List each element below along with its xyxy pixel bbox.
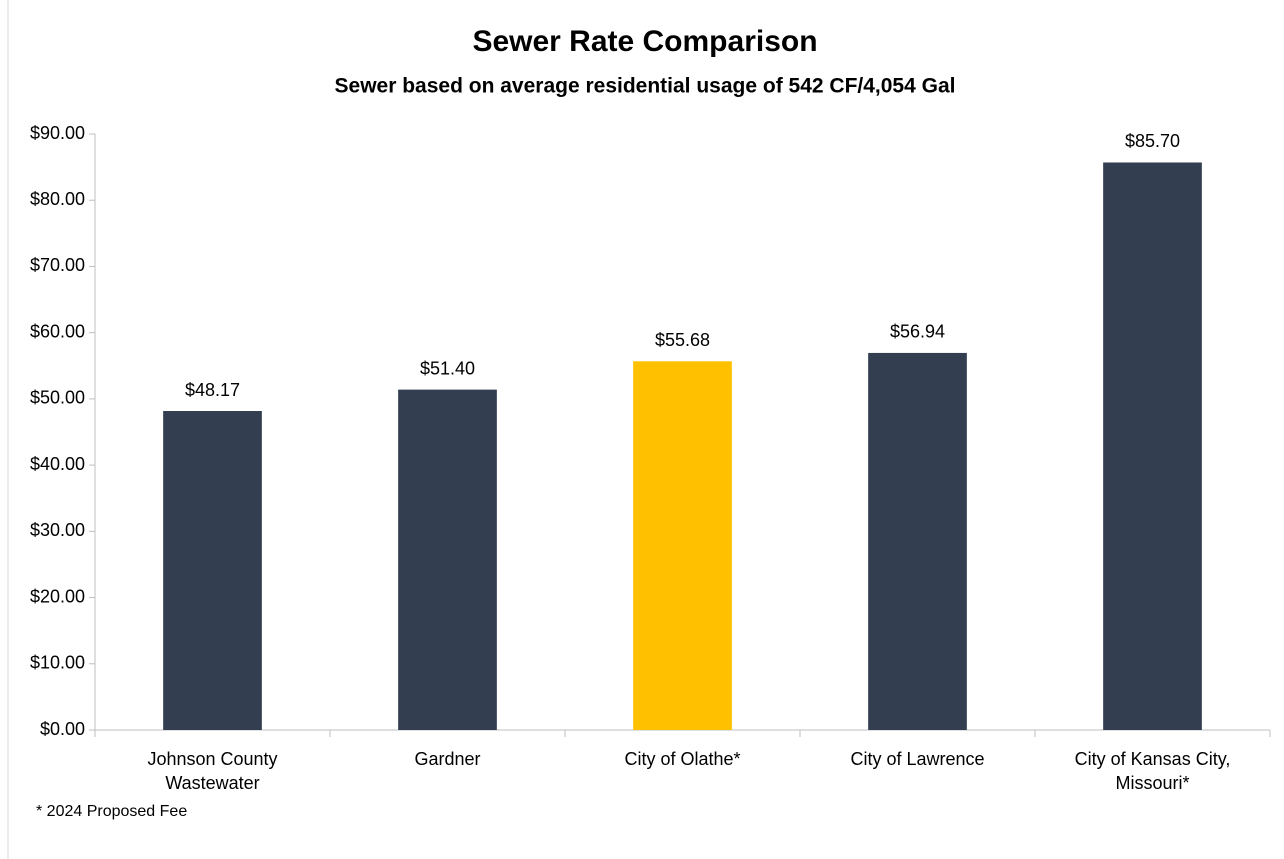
x-tick-label: Gardner <box>414 749 481 769</box>
y-tick-label: $20.00 <box>30 586 85 606</box>
data-label: $55.68 <box>655 330 710 350</box>
y-tick-label: $40.00 <box>30 454 85 474</box>
bar <box>1103 162 1202 730</box>
data-label: $48.17 <box>185 380 240 400</box>
chart-subtitle: Sewer based on average residential usage… <box>335 75 956 98</box>
data-label: $85.70 <box>1125 131 1180 151</box>
y-tick-label: $30.00 <box>30 520 85 540</box>
bar <box>398 389 497 730</box>
bar <box>868 352 967 730</box>
y-tick-label: $70.00 <box>30 255 85 275</box>
y-tick-label: $50.00 <box>30 388 85 408</box>
x-tick-label: City of Lawrence <box>850 749 985 769</box>
y-tick-label: $90.00 <box>30 123 85 143</box>
y-tick-label: $10.00 <box>30 653 85 673</box>
y-tick-label: $80.00 <box>30 189 85 209</box>
data-label: $51.40 <box>420 358 475 378</box>
x-tick-label: City of Olathe* <box>624 749 741 769</box>
footnote: * 2024 Proposed Fee <box>36 803 187 820</box>
y-tick-label: $60.00 <box>30 321 85 341</box>
x-tick-label: City of Kansas City, Missouri* <box>1074 749 1231 793</box>
y-tick-label: $0.00 <box>40 719 85 739</box>
bar <box>163 411 262 730</box>
x-tick-label: Johnson County Wastewater <box>147 749 278 793</box>
chart-title: Sewer Rate Comparison <box>472 25 817 58</box>
bar <box>633 361 732 730</box>
data-label: $56.94 <box>890 322 945 342</box>
